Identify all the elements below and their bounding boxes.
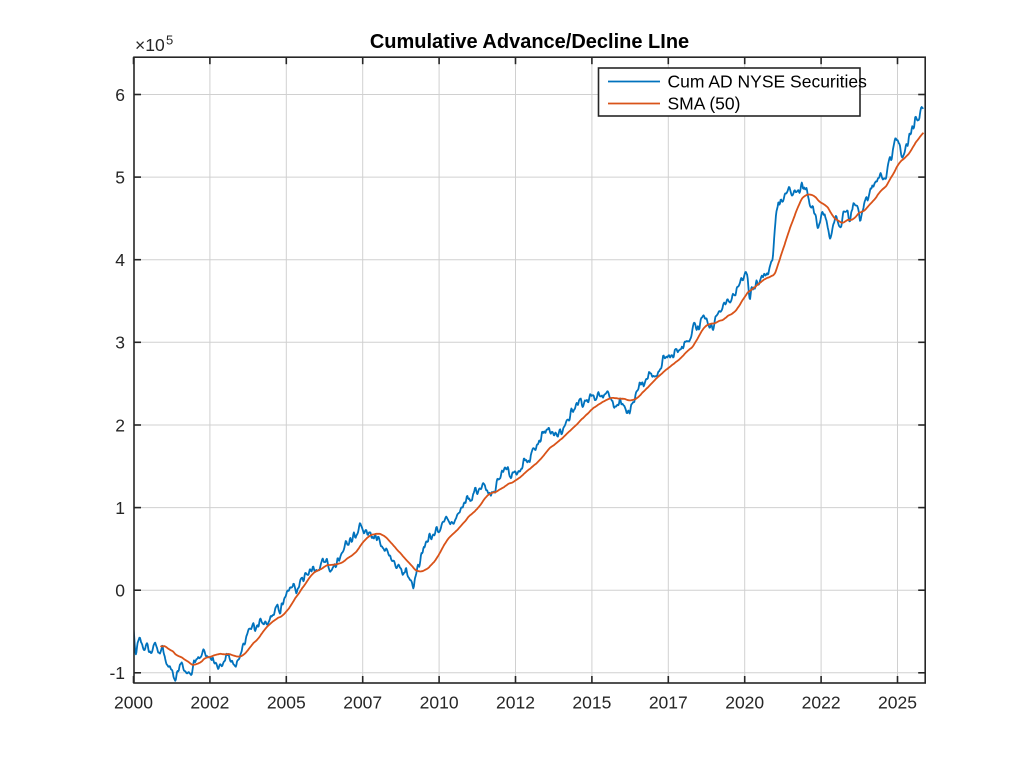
svg-text:-1: -1 bbox=[109, 663, 125, 683]
svg-text:2002: 2002 bbox=[190, 693, 229, 713]
svg-text:Cumulative Advance/Decline LIn: Cumulative Advance/Decline LIne bbox=[370, 31, 689, 53]
svg-text:0: 0 bbox=[115, 581, 125, 601]
svg-text:2022: 2022 bbox=[802, 693, 841, 713]
svg-text:2000: 2000 bbox=[114, 693, 153, 713]
svg-text:2025: 2025 bbox=[878, 693, 917, 713]
svg-text:5: 5 bbox=[115, 167, 125, 187]
svg-text:2010: 2010 bbox=[420, 693, 459, 713]
svg-text:3: 3 bbox=[115, 333, 125, 353]
svg-text:4: 4 bbox=[115, 250, 125, 270]
svg-text:×10: ×10 bbox=[135, 35, 165, 55]
svg-text:2005: 2005 bbox=[267, 693, 306, 713]
svg-text:2: 2 bbox=[115, 415, 125, 435]
svg-text:2015: 2015 bbox=[572, 693, 611, 713]
svg-text:2020: 2020 bbox=[725, 693, 764, 713]
svg-text:2017: 2017 bbox=[649, 693, 688, 713]
svg-text:Cum AD NYSE Securities: Cum AD NYSE Securities bbox=[668, 72, 868, 92]
svg-text:5: 5 bbox=[166, 33, 173, 48]
svg-text:6: 6 bbox=[115, 85, 125, 105]
svg-text:2007: 2007 bbox=[343, 693, 382, 713]
svg-text:2012: 2012 bbox=[496, 693, 535, 713]
svg-text:1: 1 bbox=[115, 498, 125, 518]
svg-text:SMA (50): SMA (50) bbox=[668, 94, 741, 114]
